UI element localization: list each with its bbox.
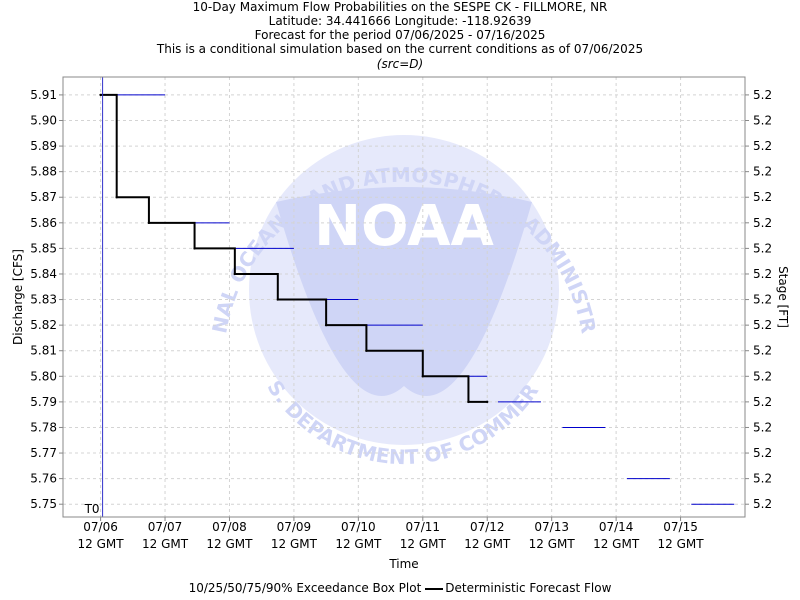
t0-label: T0: [84, 502, 100, 516]
logo-noaa-text: NOAA: [314, 194, 494, 259]
y-axis-ticks: 5.75 5.76 5.77 5.78 5.79 5.80 5.81 5.82 5.83 5.84…: [30, 88, 63, 511]
x-tick-date-label: 07/08: [212, 520, 247, 534]
x-tick-time-label: 12 GMT: [206, 537, 253, 551]
x-tick-time-label: 12 GMT: [529, 537, 576, 551]
deterministic-point: [467, 400, 470, 404]
x-tick-time-label: 12 GMT: [464, 537, 511, 551]
deterministic-point: [486, 400, 489, 404]
right-tick-label: 5.2: [753, 344, 772, 358]
exceedance-series: [111, 94, 735, 505]
x-tick-time-label: 12 GMT: [78, 537, 125, 551]
y-tick-label: 5.79: [30, 395, 57, 409]
y-tick-label: 5.82: [30, 318, 57, 332]
right-tick-label: 5.2: [753, 241, 772, 255]
right-tick-label: 5.2: [753, 216, 772, 230]
y-tick-label: 5.75: [30, 497, 57, 511]
right-tick-label: 5.2: [753, 190, 772, 204]
deterministic-line: [100, 93, 488, 403]
right-tick-label: 5.2: [753, 88, 772, 102]
x-tick-date-label: 07/10: [341, 520, 376, 534]
legend-deterministic-label: Deterministic Forecast Flow: [445, 581, 612, 595]
y-tick-label: 5.80: [30, 369, 57, 383]
deterministic-point: [147, 221, 151, 225]
chart-title: 10-Day Maximum Flow Probabilities on the…: [192, 0, 608, 14]
y-tick-label: 5.77: [30, 446, 57, 460]
chart-location: Latitude: 34.441666 Longitude: -118.9263…: [268, 14, 532, 28]
y-tick-label: 5.91: [30, 88, 57, 102]
y-tick-label: 5.87: [30, 190, 57, 204]
legend-box-plot-label: 10/25/50/75/90% Exceedance Box Plot: [188, 581, 422, 595]
x-tick-date-label: 07/07: [148, 520, 183, 534]
right-tick-label: 5.2: [753, 139, 772, 153]
deterministic-series: [99, 93, 489, 404]
y-axis-label: Discharge [CFS]: [11, 249, 25, 345]
noaa-logo-watermark: NOAANATIONAL OCEANIC AND ATMOSPHERIC ADM…: [0, 0, 601, 469]
y-tick-label: 5.84: [30, 267, 57, 281]
x-tick-date-label: 07/13: [534, 520, 569, 534]
y-tick-label: 5.86: [30, 216, 57, 230]
y-tick-label: 5.78: [30, 420, 57, 434]
chart-forecast-period: Forecast for the period 07/06/2025 - 07/…: [254, 28, 546, 42]
deterministic-point: [365, 349, 368, 352]
right-tick-label: 5.2: [753, 472, 772, 486]
x-axis-label: Time: [388, 557, 418, 571]
x-tick-date-label: 07/12: [470, 520, 505, 534]
right-tick-label: 5.2: [753, 497, 772, 511]
right-tick-label: 5.2: [753, 369, 772, 383]
right-tick-label: 5.2: [753, 446, 772, 460]
chart-source: (src=D): [376, 57, 424, 71]
legend-line-swatch: [425, 587, 444, 590]
grid-lines: [63, 77, 745, 517]
right-axis-label: Stage [FT]: [776, 266, 790, 328]
deterministic-point: [193, 247, 196, 250]
legend: 10/25/50/75/90% Exceedance Box Plot Deter…: [0, 581, 800, 595]
x-tick-time-label: 12 GMT: [335, 537, 382, 551]
x-tick-time-label: 12 GMT: [142, 537, 189, 551]
chart-simulation-note: This is a conditional simulation based o…: [156, 42, 644, 56]
x-axis-ticks: 07/06 12 GMT 07/07 12 GMT 07/08 12 GMT 07/09 12…: [78, 517, 705, 551]
y-tick-label: 5.90: [30, 113, 57, 127]
deterministic-point: [115, 196, 118, 199]
right-tick-label: 5.2: [753, 395, 772, 409]
deterministic-point: [324, 323, 328, 327]
right-tick-label: 5.2: [753, 165, 772, 179]
deterministic-point: [421, 375, 424, 378]
x-tick-date-label: 07/06: [83, 520, 118, 534]
plot-frame: [62, 76, 746, 518]
y-tick-label: 5.81: [30, 344, 57, 358]
x-tick-time-label: 12 GMT: [658, 537, 705, 551]
t0-marker: T0: [84, 77, 104, 517]
y-tick-label: 5.76: [30, 472, 57, 486]
deterministic-point: [99, 93, 102, 97]
x-tick-time-label: 12 GMT: [271, 537, 318, 551]
deterministic-point: [276, 298, 280, 301]
right-tick-label: 5.2: [753, 267, 772, 281]
x-tick-date-label: 07/15: [663, 520, 698, 534]
right-tick-label: 5.2: [753, 113, 772, 127]
deterministic-point: [233, 272, 237, 276]
y-tick-label: 5.89: [30, 139, 57, 153]
y-tick-label: 5.83: [30, 293, 57, 307]
x-tick-date-label: 07/14: [599, 520, 634, 534]
right-tick-label: 5.2: [753, 318, 772, 332]
x-tick-time-label: 12 GMT: [593, 537, 640, 551]
x-tick-date-label: 07/11: [405, 520, 440, 534]
x-tick-date-label: 07/09: [277, 520, 312, 534]
right-tick-label: 5.2: [753, 293, 772, 307]
right-axis-ticks: 5.2 5.2 5.2 5.2 5.2 5.2 5.2 5.2 5.2 5.2 5.2 5.2 5.2 5…: [745, 88, 772, 511]
y-tick-label: 5.85: [30, 241, 57, 255]
x-tick-time-label: 12 GMT: [400, 537, 447, 551]
y-tick-label: 5.88: [30, 165, 57, 179]
right-tick-label: 5.2: [753, 420, 772, 434]
logo-bird-shape: [276, 187, 532, 396]
